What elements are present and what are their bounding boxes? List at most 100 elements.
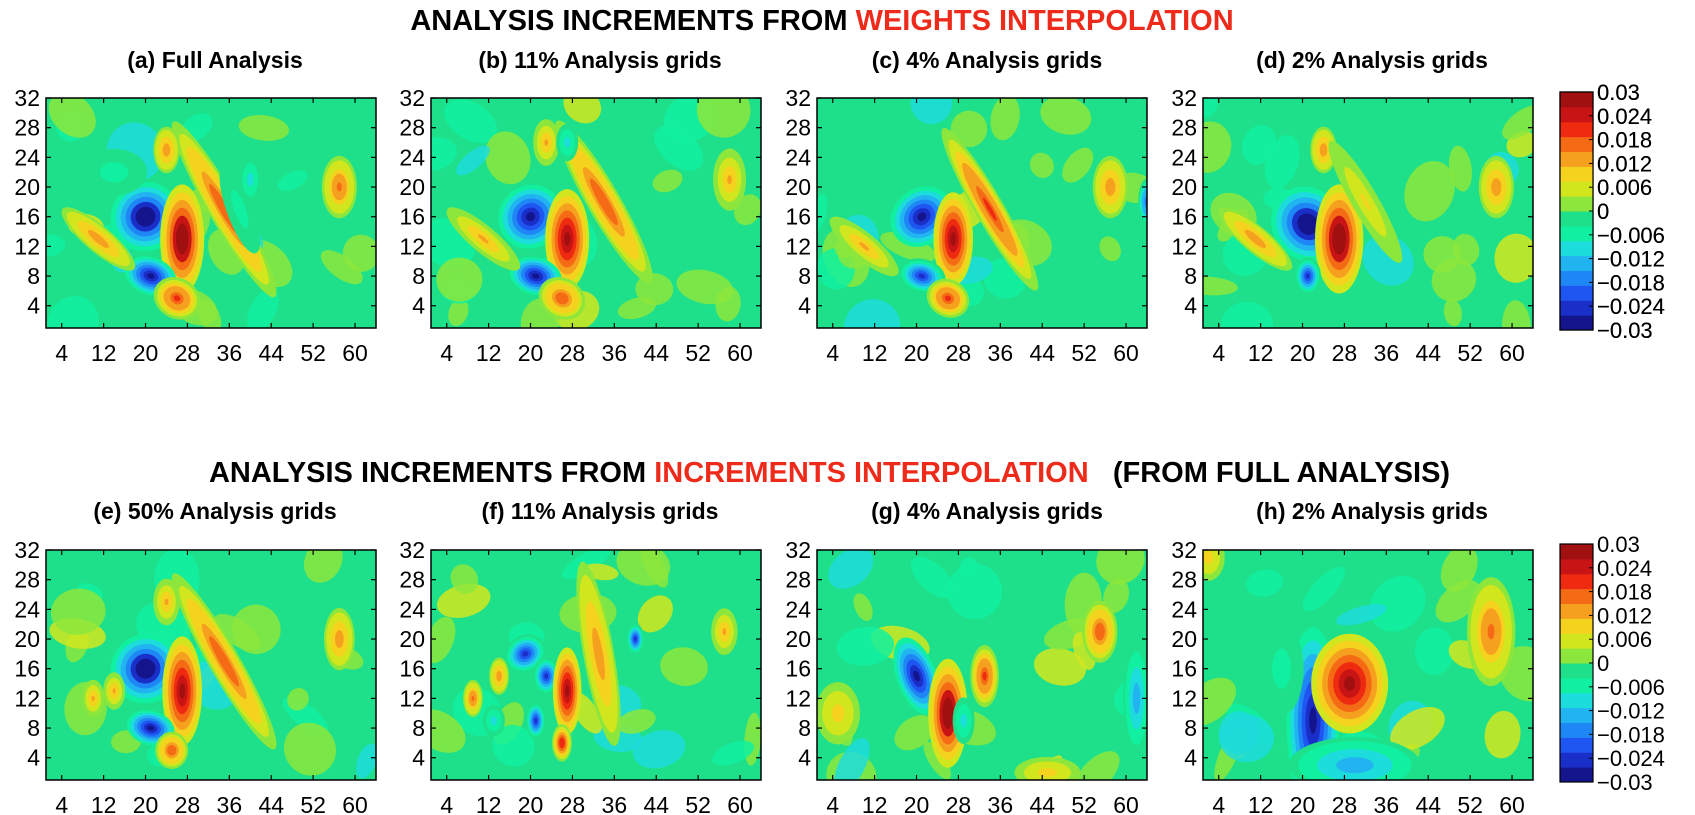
noise-patch (637, 595, 673, 633)
x-tick-label: 44 (258, 340, 284, 366)
row-2-heading: ANALYSIS INCREMENTS FROM INCREMENTS INTE… (170, 457, 1475, 489)
x-tick-label: 4 (440, 340, 453, 366)
panel-d-title: (d) 2% Analysis grids (1256, 47, 1488, 73)
x-tick-label: 4 (55, 340, 68, 366)
contour-level (944, 295, 951, 302)
y-tick-label: 32 (785, 85, 811, 111)
y-tick-label: 20 (14, 174, 40, 200)
colorbar-swatch (1560, 618, 1593, 634)
noise-patch (828, 550, 874, 589)
contour-level (1493, 182, 1499, 192)
increment-feature (1082, 600, 1118, 663)
contour-level (1302, 218, 1314, 230)
x-tick-label: 36 (217, 792, 243, 815)
increment-feature (110, 182, 181, 252)
contour-level (917, 212, 927, 222)
contour-level (109, 168, 119, 176)
heatmap-field (1203, 550, 1533, 780)
increment-feature (489, 657, 509, 695)
contour-level (982, 197, 997, 221)
y-tick-label: 20 (1171, 626, 1197, 652)
contour-level (1305, 273, 1310, 279)
noise-patch (1040, 98, 1092, 135)
y-tick-label: 24 (14, 144, 40, 170)
increment-feature (933, 192, 973, 286)
noise-patch (1484, 710, 1521, 759)
colorbar-swatch (1560, 663, 1593, 679)
x-tick-label: 52 (300, 340, 326, 366)
contour-level (1309, 707, 1317, 734)
contour-level (859, 242, 870, 251)
increment-feature (552, 647, 582, 735)
colorbar-tick-label: 0.006 (1597, 627, 1652, 652)
y-tick-label: 8 (798, 263, 811, 289)
y-tick-label: 32 (399, 537, 425, 563)
contour-level (558, 295, 566, 302)
contour-level (595, 640, 602, 668)
noise-patch (436, 583, 491, 618)
panel-c-title: (c) 4% Analysis grids (872, 47, 1103, 73)
y-tick-label: 20 (785, 174, 811, 200)
increment-feature (928, 658, 968, 768)
noise-patch (431, 709, 466, 753)
noise-patch (46, 234, 66, 257)
x-tick-label: 20 (904, 792, 930, 815)
colorbar-tick-label: −0.018 (1597, 270, 1665, 295)
noise-patch (320, 250, 363, 285)
colorbar-tick-label: 0.024 (1597, 104, 1652, 129)
increment-feature (1311, 633, 1389, 734)
colorbar: 0.030.0240.0180.0120.0060−0.006−0.012−0.… (1559, 532, 1665, 795)
increment-feature (1288, 737, 1421, 780)
colorbar-swatch (1560, 707, 1593, 723)
contour-level (478, 234, 489, 244)
colorbar-swatch (1560, 767, 1593, 783)
noise-patch (1440, 550, 1478, 592)
noise-patch (1448, 145, 1472, 192)
x-tick-label: 36 (217, 340, 243, 366)
colorbar-swatch (1560, 270, 1593, 286)
noise-patch (444, 99, 498, 144)
y-tick-label: 12 (785, 233, 811, 259)
x-tick-label: 20 (133, 340, 159, 366)
contour-level (565, 684, 570, 698)
colorbar-tick-label: 0.018 (1597, 580, 1652, 605)
increment-feature (446, 207, 521, 271)
noise-patch (923, 741, 951, 780)
contour-level (1107, 182, 1113, 192)
colorbar-swatch (1560, 106, 1593, 123)
increment-feature (171, 573, 277, 750)
increment-feature (162, 636, 202, 746)
contour-level (727, 175, 732, 185)
row-2-heading-prefix: ANALYSIS INCREMENTS FROM (209, 457, 654, 489)
contour-level (982, 671, 987, 681)
x-tick-label: 20 (518, 792, 544, 815)
x-tick-label: 44 (1029, 792, 1055, 815)
noise-patch (990, 98, 1020, 141)
noise-patch (450, 564, 479, 594)
increment-feature (893, 637, 940, 715)
colorbar-tick-label: −0.024 (1597, 746, 1665, 771)
colorbar-tick-label: 0.012 (1597, 151, 1652, 176)
noise-patch (283, 722, 337, 776)
noise-patch (894, 715, 935, 751)
noise-patch (1219, 714, 1274, 763)
y-tick-label: 8 (27, 263, 40, 289)
y-tick-label: 20 (1171, 174, 1197, 200)
contour-level (1487, 623, 1495, 640)
contour-level (169, 747, 175, 753)
x-tick-label: 20 (1290, 340, 1316, 366)
contour-level (522, 651, 529, 657)
noise-patch (47, 295, 99, 328)
noise-patch (448, 298, 469, 327)
colorbar-tick-label: 0.018 (1597, 128, 1652, 153)
panel-frame (430, 549, 762, 781)
contour-level (722, 628, 727, 635)
contour-level (337, 634, 342, 644)
noise-patch (1034, 647, 1086, 686)
increment-feature (1294, 257, 1321, 295)
contour-level (173, 295, 181, 302)
y-tick-label: 8 (1184, 715, 1197, 741)
colorbar-tick-label: 0.006 (1597, 175, 1652, 200)
increment-feature (1478, 155, 1514, 219)
noise-patch (48, 98, 96, 138)
